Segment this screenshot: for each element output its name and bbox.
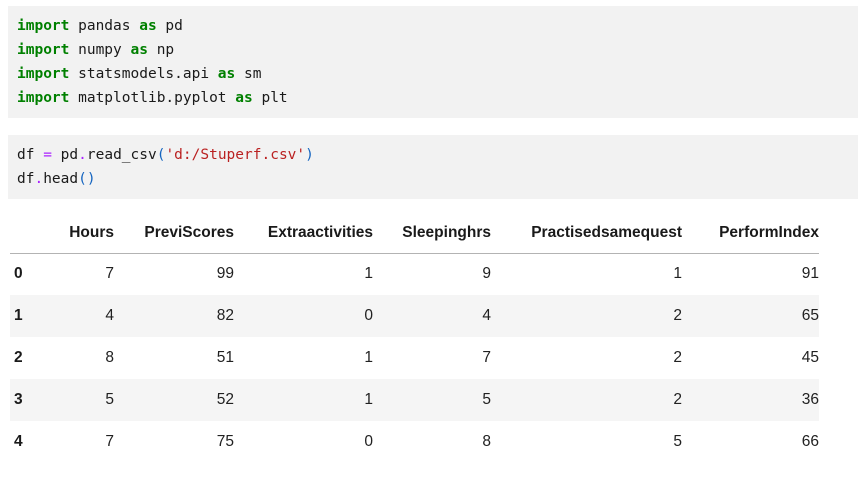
column-header-cell: Practisedsamequest xyxy=(531,223,682,241)
code-token: . xyxy=(34,171,44,187)
code-token: as xyxy=(235,90,253,106)
code-line: df.head() xyxy=(17,167,850,191)
code-cell-load-data[interactable]: df = pd.read_csv('d:/Stuperf.csv') df.hea… xyxy=(8,135,858,199)
column-header-cell: Hours xyxy=(69,223,114,241)
header-row: Hours PreviScores Extraactivities Sleepingh… xyxy=(10,213,819,253)
code-token: pd xyxy=(51,147,79,163)
code-cell-imports[interactable]: import pandas as pd import numpy as np imp… xyxy=(8,6,858,118)
table-cell: 0 xyxy=(364,433,373,450)
code-token: import xyxy=(17,90,70,106)
code-token: = xyxy=(43,147,52,163)
table-cell: 45 xyxy=(801,349,819,366)
code-token: import xyxy=(17,18,70,34)
table-cell: 66 xyxy=(801,433,819,450)
row-index-cell: 1 xyxy=(14,307,23,324)
code-token: read_csv xyxy=(86,147,157,163)
table-cell: 5 xyxy=(673,433,682,450)
table-cell: 8 xyxy=(105,349,114,366)
code-line: df = pd.read_csv('d:/Stuperf.csv') xyxy=(17,143,850,167)
code-token: head xyxy=(43,171,79,187)
code-token: pd xyxy=(156,18,183,34)
table-cell: 2 xyxy=(673,391,682,408)
table-cell: 82 xyxy=(216,307,234,324)
table-cell: 36 xyxy=(801,391,819,408)
table-cell: 7 xyxy=(105,433,114,450)
table-cell: 4 xyxy=(105,307,114,324)
column-header-cell: PerformIndex xyxy=(719,223,819,241)
table-cell: 5 xyxy=(482,391,491,408)
table-cell: 52 xyxy=(216,391,234,408)
table-cell: 5 xyxy=(105,391,114,408)
table-cell: 7 xyxy=(105,265,114,283)
code-token: statsmodels.api xyxy=(69,66,218,82)
code-token: df xyxy=(17,171,35,187)
table-row: 3 5 52 1 5 2 36 xyxy=(10,379,819,421)
table-cell: 65 xyxy=(801,307,819,324)
table-cell: 2 xyxy=(673,349,682,366)
index-header-cell xyxy=(10,213,54,253)
table-cell: 1 xyxy=(364,349,373,366)
code-token: () xyxy=(78,171,96,187)
column-header-cell: Sleepinghrs xyxy=(402,223,491,241)
table-cell: 4 xyxy=(482,307,491,324)
column-header-cell: Extraactivities xyxy=(267,223,373,241)
dataframe-header: Hours PreviScores Extraactivities Sleepingh… xyxy=(10,213,819,253)
row-index-cell: 4 xyxy=(14,433,23,450)
code-line: import pandas as pd xyxy=(17,14,850,38)
code-token: sm xyxy=(235,66,262,82)
code-token: import xyxy=(17,66,70,82)
code-token: np xyxy=(147,42,175,58)
table-row: 1 4 82 0 4 2 65 xyxy=(10,295,819,337)
code-token: as xyxy=(217,66,236,82)
table-row: 4 7 75 0 8 5 66 xyxy=(10,421,819,463)
code-token: df xyxy=(17,147,44,163)
table-cell: 1 xyxy=(364,265,373,283)
code-token: pandas xyxy=(69,18,140,34)
code-line: import statsmodels.api as sm xyxy=(17,62,850,86)
code-line: import numpy as np xyxy=(17,38,850,62)
code-token: plt xyxy=(252,90,288,106)
code-token: matplotlib.pyplot xyxy=(69,90,236,106)
table-cell: 51 xyxy=(216,349,234,366)
code-token: . xyxy=(78,147,87,163)
table-row: 2 8 51 1 7 2 45 xyxy=(10,337,819,379)
code-line: import matplotlib.pyplot as plt xyxy=(17,86,850,110)
code-token: as xyxy=(130,42,148,58)
table-cell: 99 xyxy=(216,265,234,283)
code-token: ( xyxy=(156,147,166,163)
table-cell: 75 xyxy=(216,433,234,450)
column-header-cell: PreviScores xyxy=(144,223,234,241)
dataframe-body: 0 7 99 1 9 1 91 1 4 82 0 4 2 65 2 8 51 1 7 2 45 3 5 52 1 5 2 36 4 7 75… xyxy=(10,253,819,463)
table-cell: 1 xyxy=(364,391,373,408)
table-cell: 7 xyxy=(482,349,491,366)
row-index-cell: 2 xyxy=(14,349,23,366)
table-row: 0 7 99 1 9 1 91 xyxy=(10,253,819,295)
code-token: numpy xyxy=(69,42,131,58)
code-token: import xyxy=(17,42,70,58)
dataframe-table: Hours PreviScores Extraactivities Sleepingh… xyxy=(10,213,819,463)
table-cell: 8 xyxy=(482,433,491,450)
code-token: ) xyxy=(305,147,314,163)
table-cell: 2 xyxy=(673,307,682,324)
code-token: 'd:/Stuperf.csv' xyxy=(165,147,306,163)
table-cell: 91 xyxy=(801,265,819,283)
code-token: as xyxy=(139,18,157,34)
row-index-cell: 0 xyxy=(14,265,23,283)
table-cell: 1 xyxy=(673,265,682,283)
table-cell: 9 xyxy=(482,265,491,283)
table-cell: 0 xyxy=(364,307,373,324)
row-index-cell: 3 xyxy=(14,391,23,408)
